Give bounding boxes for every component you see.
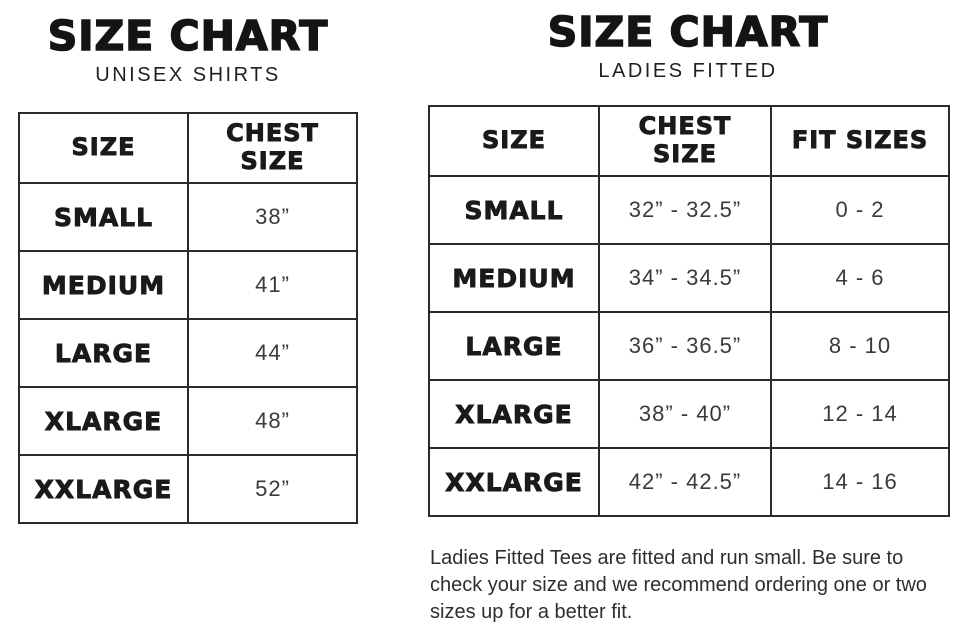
ladies-fit-note: Ladies Fitted Tees are fitted and run sm… [430,547,927,623]
table-row: XLARGE 48” [18,386,358,456]
table-row: XXLARGE 42” - 42.5” 14 - 16 [428,447,950,517]
fit-cell: 12 - 14 [770,379,950,449]
size-cell: XLARGE [18,386,189,456]
unisex-header-row: SIZE CHEST SIZE [18,112,358,184]
ladies-chart-subtitle: LADIES FITTED [598,60,778,82]
table-row: LARGE 36” - 36.5” 8 - 10 [428,311,950,381]
chest-cell: 41” [187,250,358,320]
chest-cell: 38” [187,182,358,252]
fit-cell: 8 - 10 [770,311,950,381]
unisex-size-table: SIZE CHEST SIZE SMALL 38” MEDIUM 41” LAR… [18,112,358,524]
table-row: MEDIUM 34” - 34.5” 4 - 6 [428,243,950,313]
chest-cell: 38” - 40” [598,379,772,449]
table-row: LARGE 44” [18,318,358,388]
ladies-size-chart: SIZE CHART LADIES FITTED SIZE CHEST SIZE… [428,7,950,517]
fit-cell: 0 - 2 [770,175,950,245]
fit-cell: 14 - 16 [770,447,950,517]
unisex-chart-title: SIZE CHART [47,11,329,61]
size-cell: XLARGE [428,379,600,449]
chest-cell: 52” [187,454,358,524]
chest-cell: 42” - 42.5” [598,447,772,517]
table-row: XLARGE 38” - 40” 12 - 14 [428,379,950,449]
size-cell: MEDIUM [428,243,600,313]
fit-cell: 4 - 6 [770,243,950,313]
size-cell: SMALL [18,182,189,252]
chest-cell: 34” - 34.5” [598,243,772,313]
table-row: XXLARGE 52” [18,454,358,524]
size-cell: LARGE [428,311,600,381]
size-cell: SMALL [428,175,600,245]
ladies-col-header-fit: FIT SIZES [770,105,950,177]
ladies-header-row: SIZE CHEST SIZE FIT SIZES [428,105,950,177]
unisex-col-header-size: SIZE [18,112,189,184]
unisex-col-header-chest: CHEST SIZE [187,112,358,184]
table-row: SMALL 38” [18,182,358,252]
size-cell: MEDIUM [18,250,189,320]
ladies-col-header-chest: CHEST SIZE [598,105,772,177]
chest-cell: 32” - 32.5” [598,175,772,245]
size-cell: XXLARGE [18,454,189,524]
size-cell: XXLARGE [428,447,600,517]
size-cell: LARGE [18,318,189,388]
chest-cell: 44” [187,318,358,388]
unisex-size-chart: SIZE CHART UNISEX SHIRTS SIZE CHEST SIZE… [18,11,358,524]
chest-cell: 36” - 36.5” [598,311,772,381]
chest-cell: 48” [187,386,358,456]
ladies-chart-title: SIZE CHART [547,7,829,57]
ladies-size-table: SIZE CHEST SIZE FIT SIZES SMALL 32” - 32… [428,105,950,517]
unisex-chart-subtitle: UNISEX SHIRTS [95,64,281,86]
table-row: MEDIUM 41” [18,250,358,320]
ladies-col-header-size: SIZE [428,105,600,177]
table-row: SMALL 32” - 32.5” 0 - 2 [428,175,950,245]
